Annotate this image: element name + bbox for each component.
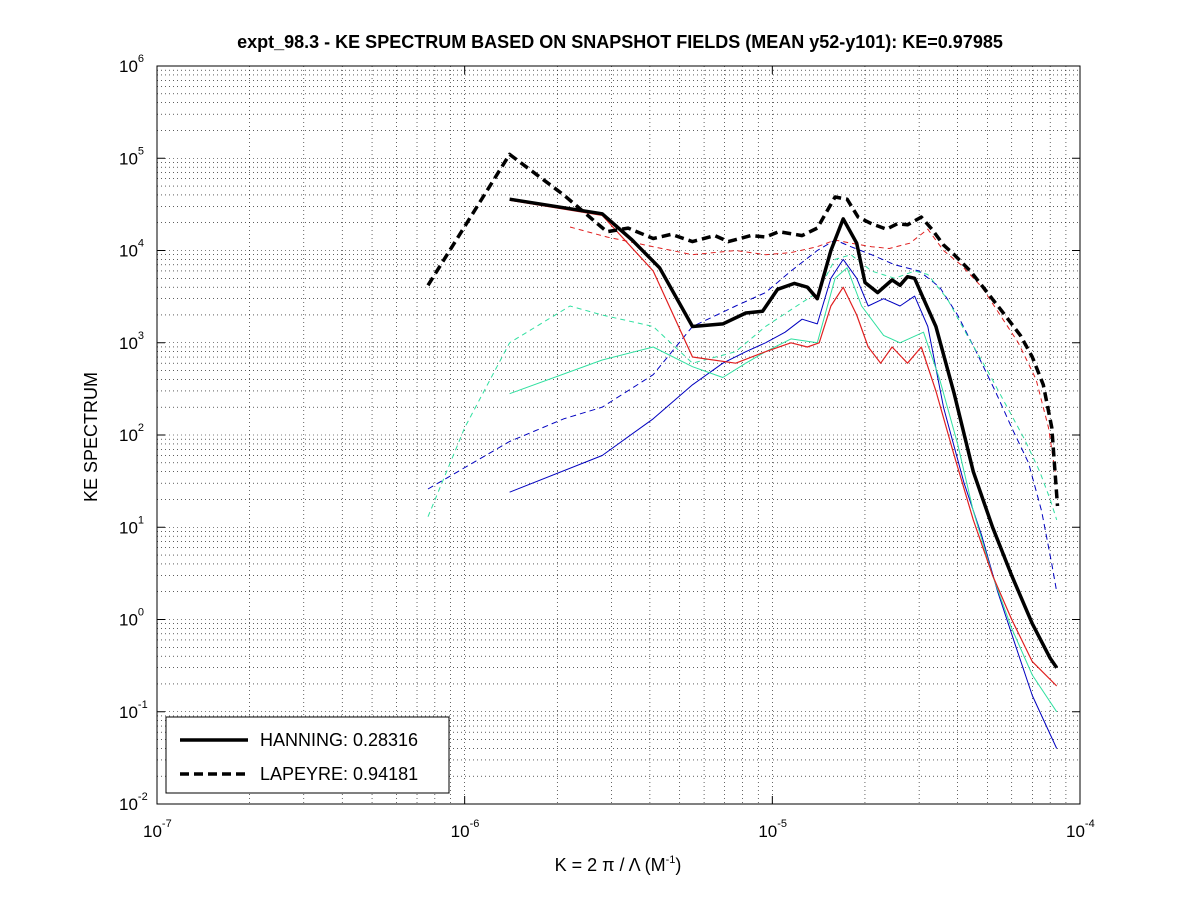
y-tick-label: 100 — [119, 607, 144, 630]
legend-label: HANNING: 0.28316 — [260, 730, 418, 750]
x-tick-label: 10-4 — [1066, 818, 1095, 841]
y-tick-label: 10-2 — [119, 791, 148, 814]
series-line-lapeyre — [426, 152, 1060, 507]
legend: HANNING: 0.28316 LAPEYRE: 0.94181 — [165, 716, 450, 794]
plot-area — [157, 66, 1080, 804]
y-tick-label: 104 — [119, 238, 144, 261]
x-axis-label-sup: -1 — [666, 854, 676, 866]
x-tick-label: 10-6 — [451, 818, 480, 841]
y-tick-label: 106 — [119, 53, 144, 76]
grid — [157, 66, 1080, 804]
axis-ticks: 10-7 10-6 10-5 10-4 10-2 10-1 100 101 102 103 104 1… — [119, 53, 1095, 841]
y-tick-label: 101 — [119, 514, 144, 537]
series-group — [426, 152, 1060, 749]
y-tick-label: 10-1 — [119, 699, 148, 722]
chart-title: expt_98.3 - KE SPECTRUM BASED ON SNAPSHO… — [237, 32, 1003, 52]
legend-box — [165, 716, 450, 794]
y-tick-label: 105 — [119, 145, 144, 168]
x-tick-label: 10-5 — [758, 818, 787, 841]
y-axis-label: KE SPECTRUM — [81, 372, 101, 502]
x-tick-label: 10-7 — [143, 818, 172, 841]
y-tick-label: 102 — [119, 422, 144, 445]
x-axis-label-main: K = 2 π / Λ (M — [555, 855, 666, 875]
y-tick-label: 103 — [119, 330, 144, 353]
x-axis-label-end: ) — [675, 855, 681, 875]
series-line-red-solid — [509, 199, 1058, 687]
series-line-hanning — [509, 197, 1059, 669]
x-axis-label: K = 2 π / Λ (M-1) — [555, 854, 682, 875]
series-line-cyan-solid — [509, 267, 1058, 713]
series-line-blue-dashed — [427, 239, 1058, 592]
legend-label: LAPEYRE: 0.94181 — [260, 764, 418, 784]
series-line-blue-solid — [509, 258, 1058, 749]
series-line-red-dashed — [569, 226, 1056, 472]
